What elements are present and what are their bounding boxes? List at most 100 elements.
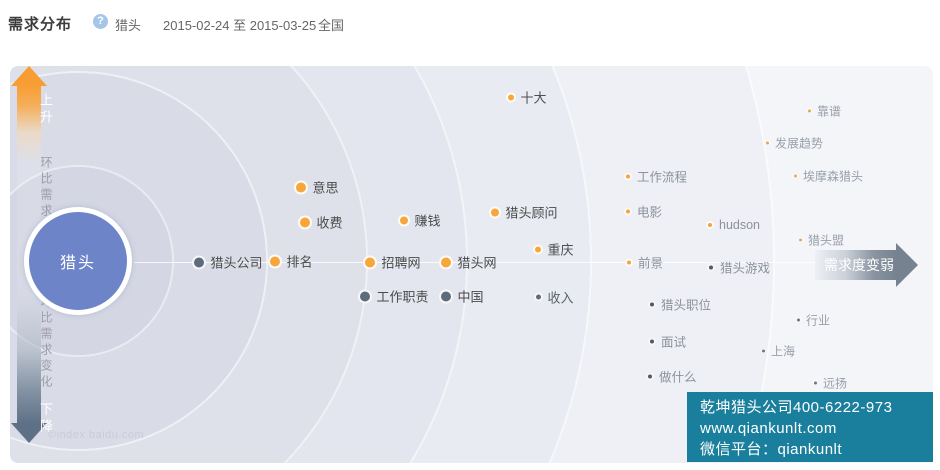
keyword-point[interactable]: 猎头职位 (648, 295, 711, 314)
keyword-point-label: 猎头公司 (210, 255, 263, 271)
keyword-point[interactable]: 收费 (297, 213, 343, 232)
declining-dot-icon (646, 372, 654, 380)
keyword-point[interactable]: 面试 (648, 332, 686, 351)
keyword-point[interactable]: 收入 (533, 288, 574, 307)
region-label: 全国 (318, 18, 345, 33)
rising-dot-icon (807, 108, 812, 114)
declining-dot-icon (357, 289, 372, 303)
rising-dot-icon (706, 221, 714, 229)
query-keyword: 猎头 (115, 18, 142, 33)
keyword-point-label: 上海 (771, 344, 796, 359)
y-axis-top-label: 上升 (38, 93, 53, 127)
watermark: ©index.baidu.com (48, 429, 145, 441)
keyword-point-label: 行业 (806, 313, 831, 328)
keyword-point[interactable]: 远扬 (813, 375, 847, 392)
keyword-point[interactable]: 猎头网 (438, 253, 497, 272)
keyword-point-label: 面试 (661, 335, 687, 350)
rising-dot-icon (624, 207, 632, 215)
declining-dot-icon (533, 292, 543, 302)
rising-dot-icon (505, 92, 516, 102)
date-range: 2015-02-24 至 2015-03-25 (163, 18, 317, 33)
rising-dot-icon (297, 215, 312, 229)
keyword-point[interactable]: 猎头盟 (798, 232, 844, 249)
keyword-point-label: 意思 (312, 180, 339, 196)
rising-dot-icon (798, 237, 803, 243)
declining-dot-icon (761, 348, 766, 354)
keyword-point[interactable]: 猎头游戏 (707, 258, 770, 277)
keyword-point-label: 猎头游戏 (720, 261, 771, 276)
keyword-point[interactable]: hudson (706, 218, 760, 232)
help-icon[interactable]: ? (93, 14, 108, 29)
rising-dot-icon (267, 254, 282, 268)
keyword-point[interactable]: 排名 (267, 252, 313, 271)
keyword-point-label: 收费 (316, 215, 343, 231)
keyword-point[interactable]: 猎头公司 (191, 253, 263, 272)
keyword-point-label: 猎头顾问 (505, 205, 558, 221)
keyword-point[interactable]: 发展趋势 (765, 135, 823, 152)
declining-dot-icon (438, 289, 453, 303)
keyword-point[interactable]: 前景 (625, 253, 663, 272)
keyword-point[interactable]: 行业 (796, 312, 830, 329)
keyword-point-label: 排名 (286, 254, 313, 270)
keyword-point-label: 中国 (457, 289, 484, 305)
rising-dot-icon (488, 206, 501, 218)
keyword-point-label: 靠谱 (817, 104, 842, 119)
keyword-point-label: 招聘网 (381, 255, 421, 271)
rising-dot-icon (293, 180, 308, 194)
keyword-point[interactable]: 招聘网 (362, 253, 421, 272)
keyword-point[interactable]: 工作流程 (624, 167, 687, 186)
keyword-point[interactable]: 中国 (438, 287, 484, 306)
ad-line-3: 微信平台：qiankunlt (700, 441, 843, 458)
keyword-point-label: 猎头网 (457, 255, 497, 271)
keyword-point[interactable]: 电影 (624, 202, 662, 221)
keyword-point-label: 猎头盟 (808, 233, 845, 248)
x-axis-arrow: 需求度变弱 (815, 243, 918, 287)
keyword-point-label: 工作流程 (637, 170, 688, 185)
y-axis-lower-label: 环比需求变化 (39, 295, 53, 391)
keyword-point[interactable]: 意思 (293, 178, 339, 197)
rising-dot-icon (362, 255, 377, 269)
ad-line-1: 乾坤猎头公司400-6222-973 (700, 399, 893, 416)
keyword-point[interactable]: 工作职责 (357, 287, 429, 306)
keyword-point[interactable]: 十大 (505, 88, 547, 107)
arrow-up-icon (11, 66, 47, 86)
rising-dot-icon (624, 172, 632, 180)
module-header: 需求分布 ? 猎头 2015-02-24 至 2015-03-25 全国 (0, 0, 940, 56)
rising-dot-icon (765, 140, 770, 146)
keyword-point-label: 远扬 (823, 376, 848, 391)
declining-dot-icon (648, 300, 656, 308)
rising-dot-icon (532, 244, 543, 254)
keyword-point-label: 工作职责 (376, 289, 429, 305)
keyword-point[interactable]: 埃摩森猎头 (793, 168, 863, 185)
keyword-point-label: 十大 (520, 90, 547, 106)
keyword-point-label: 发展趋势 (775, 136, 824, 151)
declining-dot-icon (191, 255, 206, 269)
rising-dot-icon (625, 258, 633, 266)
y-axis-bottom-label: 下降 (38, 402, 53, 436)
keyword-point[interactable]: 赚钱 (397, 211, 441, 230)
x-axis-line (134, 262, 816, 263)
keyword-point-label: 埃摩森猎头 (803, 169, 864, 184)
keyword-point-label: 前景 (638, 256, 664, 271)
keyword-point[interactable]: 重庆 (532, 240, 574, 259)
declining-dot-icon (707, 263, 715, 271)
page-title: 需求分布 (8, 16, 73, 33)
keyword-point[interactable]: 做什么 (646, 367, 697, 386)
keyword-point[interactable]: 猎头顾问 (488, 203, 558, 222)
rising-dot-icon (438, 255, 453, 269)
keyword-point-label: 重庆 (547, 242, 574, 258)
rising-dot-icon (397, 214, 410, 226)
center-keyword-bubble: 猎头 (24, 207, 132, 315)
keyword-point-label: 收入 (547, 290, 574, 306)
arrow-right-icon (896, 243, 918, 287)
x-axis-label: 需求度变弱 (815, 250, 896, 280)
keyword-point-label: 赚钱 (414, 213, 441, 229)
keyword-point[interactable]: 上海 (761, 343, 795, 360)
declining-dot-icon (648, 337, 656, 345)
declining-dot-icon (796, 317, 801, 323)
keyword-point[interactable]: 靠谱 (807, 103, 841, 120)
keyword-point-label: hudson (719, 218, 761, 232)
ad-overlay: 乾坤猎头公司400-6222-973 www.qiankunlt.com 微信平… (687, 392, 933, 462)
declining-dot-icon (813, 380, 818, 386)
